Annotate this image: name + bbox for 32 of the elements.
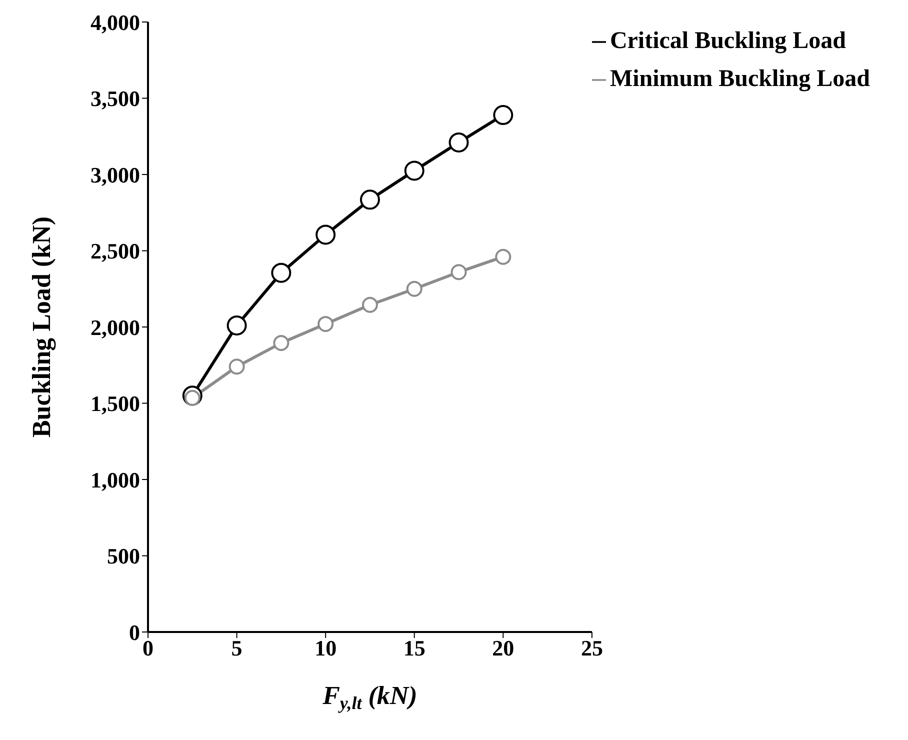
point	[226, 315, 247, 336]
point	[271, 262, 292, 283]
point	[406, 280, 422, 297]
y-tick-label: 2,000	[90, 314, 140, 340]
point	[493, 105, 514, 126]
point	[404, 160, 424, 181]
y-tick-label: 1,500	[90, 391, 140, 416]
x-axis-title: F$_{y,lt}$ (kN)	[322, 681, 418, 714]
y-tick-label: 4,000	[90, 10, 140, 35]
y-tick-label: 3,000	[90, 162, 140, 188]
y-tick-label: 1,000	[90, 467, 140, 492]
y-tick-label: 3,500	[90, 86, 140, 112]
x-tick-label: 5	[231, 636, 242, 661]
legend-label: Minimum Buckling Load	[610, 66, 870, 92]
y-axis-title: Buckling Load (kN)	[27, 216, 56, 438]
point	[448, 132, 469, 152]
point	[318, 316, 334, 332]
legend-label: Critical Buckling Load	[610, 28, 846, 54]
point	[450, 264, 467, 280]
y-tick-label: 0	[129, 620, 140, 645]
point	[495, 248, 512, 265]
y-tick-label: 500	[107, 544, 140, 569]
point	[360, 190, 380, 210]
point	[316, 224, 336, 245]
point	[362, 296, 378, 313]
point	[273, 335, 290, 352]
x-tick-label: 25	[580, 636, 603, 661]
x-tick-label: 15	[403, 636, 426, 661]
x-tick-label: 10	[314, 636, 337, 661]
x-tick-label: 20	[492, 636, 514, 661]
point	[228, 358, 245, 375]
y-tick-label: 2,500	[90, 238, 140, 264]
